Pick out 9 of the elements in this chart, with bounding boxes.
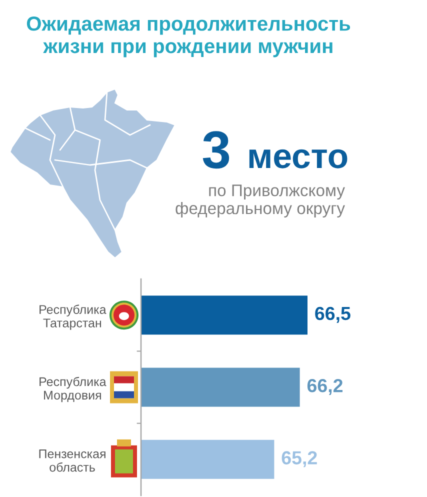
y-tick-label: Республика Татарстан bbox=[40, 304, 106, 330]
y-tick-label: Республика Мордовия bbox=[40, 376, 106, 402]
chart-title: Ожидаемая продолжительность жизни при рождении мужчин bbox=[26, 16, 350, 58]
text: 3 место bbox=[202, 131, 348, 169]
text: по Приволжскому федеральному округу bbox=[176, 184, 345, 218]
data-label: 66,5 bbox=[315, 306, 350, 323]
y-tick-label: Пензенская область bbox=[39, 450, 106, 472]
data-label: 65,2 bbox=[282, 451, 317, 468]
data-label: 66,2 bbox=[307, 379, 342, 395]
